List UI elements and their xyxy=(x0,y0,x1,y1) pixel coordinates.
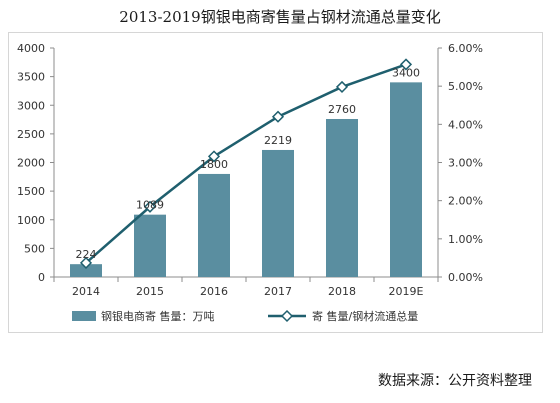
ratio-point xyxy=(143,200,157,213)
right-axis-tick-label: 0.00% xyxy=(448,271,483,284)
x-axis-tick-label: 2015 xyxy=(136,285,164,298)
bar-data-label: 1800 xyxy=(200,158,228,171)
right-axis-tick-label: 3.00% xyxy=(448,157,483,170)
ratio-point xyxy=(399,58,413,71)
ratio-point xyxy=(79,256,93,269)
left-axis-tick-label: 2000 xyxy=(17,157,45,170)
left-axis-tick-label: 500 xyxy=(24,242,45,255)
bar-data-label: 3400 xyxy=(392,66,420,79)
left-axis-tick-label: 2500 xyxy=(17,128,45,141)
bar xyxy=(262,149,294,277)
bar xyxy=(198,173,230,277)
right-axis-tick-label: 4.00% xyxy=(448,118,483,131)
left-axis-tick-label: 4000 xyxy=(17,42,45,55)
x-axis-tick-label: 2016 xyxy=(200,285,228,298)
bar-data-label: 1089 xyxy=(136,199,164,212)
x-axis-tick-label: 2018 xyxy=(328,285,356,298)
legend-bar-label: 钢银电商寄 售量：万吨 xyxy=(101,309,215,323)
x-axis-tick-label: 2017 xyxy=(264,285,292,298)
legend-line-label: 寄 售量/钢材流通总量 xyxy=(312,309,418,323)
left-axis-tick-label: 3000 xyxy=(17,99,45,112)
right-axis-tick-label: 6.00% xyxy=(448,42,483,55)
bar xyxy=(390,82,422,277)
ratio-point xyxy=(207,150,221,163)
left-axis-tick-label: 3500 xyxy=(17,71,45,84)
right-axis-tick-label: 5.00% xyxy=(448,80,483,93)
chart-title: 2013-2019钢银电商寄售量占钢材流通总量变化 xyxy=(119,8,441,26)
left-axis-tick-label: 1500 xyxy=(17,185,45,198)
bar-data-label: 2219 xyxy=(264,134,292,147)
ratio-point xyxy=(335,80,349,93)
bar-data-label: 224 xyxy=(76,248,97,261)
chart-frame xyxy=(8,32,543,333)
bar-data-label: 2760 xyxy=(328,103,356,116)
x-axis-tick-label: 2014 xyxy=(72,285,100,298)
bar xyxy=(70,264,102,277)
ratio-point xyxy=(271,110,285,123)
x-axis-tick-label: 2019E xyxy=(389,285,424,298)
left-axis-tick-label: 0 xyxy=(38,271,45,284)
ratio-line xyxy=(85,63,407,264)
left-axis-tick-label: 1000 xyxy=(17,214,45,227)
bar xyxy=(326,118,358,278)
legend-bar-swatch xyxy=(72,311,96,321)
bar xyxy=(134,214,166,277)
source-note: 数据来源：公开资料整理 xyxy=(378,373,532,389)
right-axis-tick-label: 2.00% xyxy=(448,195,483,208)
legend-line-marker xyxy=(280,309,294,323)
right-axis-tick-label: 1.00% xyxy=(448,233,483,246)
